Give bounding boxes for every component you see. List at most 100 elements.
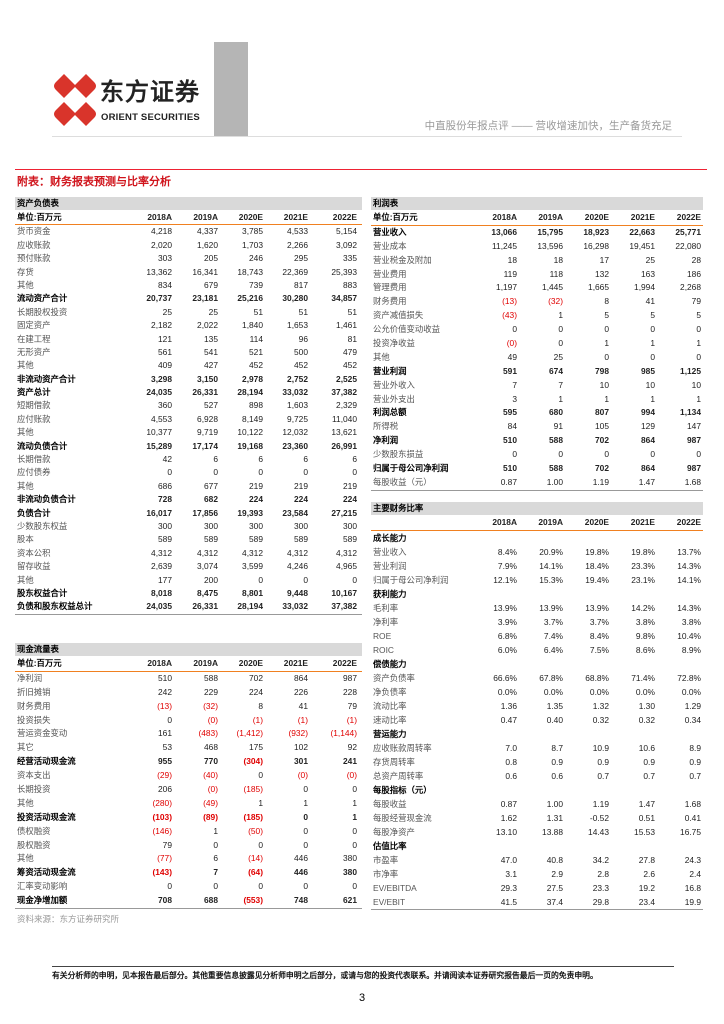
cell-value: 1.68 bbox=[684, 476, 701, 487]
cell-value: 2,022 bbox=[197, 320, 218, 331]
table-row: 货币资金 4,218 4,337 3,785 4,533 5,154 bbox=[15, 225, 362, 238]
cell-value: 452 bbox=[294, 360, 308, 371]
cell-value: 1 bbox=[696, 338, 701, 349]
cell-value: 13.10 bbox=[496, 827, 517, 837]
cell-value: (0) bbox=[506, 338, 517, 349]
cell-value: 1.31 bbox=[546, 813, 563, 823]
table-row: EV/EBITDA 29.3 27.5 23.3 19.2 16.8 bbox=[371, 881, 703, 895]
cell-value: 4,337 bbox=[197, 226, 218, 237]
row-label: 估值比率 bbox=[373, 841, 407, 851]
table-row: 财务费用 (13) (32) 8 41 79 bbox=[371, 295, 703, 309]
cell-value: 3.8% bbox=[635, 617, 655, 627]
cell-value: 33,032 bbox=[282, 387, 308, 398]
table-row: ROE 6.8% 7.4% 8.4% 9.8% 10.4% bbox=[371, 629, 703, 643]
year-header: 2022E bbox=[332, 658, 357, 668]
table-row: 其它 53 468 175 102 92 bbox=[15, 741, 362, 755]
table-row: 负债和股东权益总计 24,035 26,331 28,194 33,032 37,382 bbox=[15, 600, 362, 615]
row-label: 负债合计 bbox=[17, 507, 51, 518]
cell-value: 4,965 bbox=[336, 561, 357, 572]
cell-value: 1.29 bbox=[684, 701, 701, 711]
cell-value: 300 bbox=[343, 520, 357, 531]
row-label: 营业外收入 bbox=[373, 379, 415, 390]
cell-value: 0 bbox=[558, 338, 563, 349]
cell-value: 10.9 bbox=[592, 743, 609, 753]
cell-value: 0 bbox=[650, 351, 655, 362]
cell-value: 92 bbox=[347, 742, 357, 753]
cell-value: 132 bbox=[595, 268, 609, 279]
table-row: 债权融资 (146) 1 (50) 0 0 bbox=[15, 825, 362, 839]
cell-value: 8,018 bbox=[151, 587, 172, 598]
cell-value: 295 bbox=[294, 253, 308, 264]
year-header: 2019A bbox=[538, 212, 563, 222]
cell-value: 2,329 bbox=[336, 400, 357, 411]
cell-value: 13.9% bbox=[493, 603, 517, 613]
row-label: 财务费用 bbox=[373, 296, 407, 307]
row-label: 留存收益 bbox=[17, 561, 51, 572]
row-label: 股东权益合计 bbox=[17, 587, 68, 598]
logo-text-cn: 东方证券 bbox=[100, 79, 200, 106]
table-row: 毛利率 13.9% 13.9% 13.9% 14.2% 14.3% bbox=[371, 601, 703, 615]
table-row: 资产减值损失 (43) 1 5 5 5 bbox=[371, 309, 703, 323]
cell-value: 898 bbox=[249, 400, 263, 411]
cell-value: (1,412) bbox=[236, 728, 263, 739]
year-header: 2021E bbox=[283, 212, 308, 222]
cell-value: 53 bbox=[162, 742, 172, 753]
year-header: 2022E bbox=[676, 212, 701, 222]
cell-value: 0 bbox=[352, 467, 357, 478]
table-row: 净利率 3.9% 3.7% 3.7% 3.8% 3.8% bbox=[371, 615, 703, 629]
cell-value: 13.9% bbox=[539, 603, 563, 613]
row-label: 资产减值损失 bbox=[373, 310, 424, 321]
cell-value: 0 bbox=[352, 881, 357, 892]
cell-value: 14.3% bbox=[677, 603, 701, 613]
row-label: 少数股东权益 bbox=[17, 520, 68, 531]
cell-value: 42 bbox=[162, 454, 172, 465]
table-row: 营业成本 11,245 13,596 16,298 19,451 22,080 bbox=[371, 240, 703, 254]
cell-value: 817 bbox=[294, 279, 308, 290]
cell-value: 81 bbox=[347, 333, 357, 344]
year-header: 2018A bbox=[147, 658, 172, 668]
cell-value: 3,785 bbox=[242, 226, 263, 237]
cell-value: 161 bbox=[158, 728, 172, 739]
cell-value: 452 bbox=[249, 360, 263, 371]
cell-value: 985 bbox=[641, 365, 655, 376]
row-label: 成长能力 bbox=[373, 533, 407, 543]
table-row: 少数股东权益 300 300 300 300 300 bbox=[15, 520, 362, 533]
row-label: 获利能力 bbox=[373, 589, 407, 599]
cell-value: 1,603 bbox=[287, 400, 308, 411]
cell-value: 22,080 bbox=[675, 240, 701, 251]
cell-value: 224 bbox=[343, 494, 357, 505]
cell-value: 219 bbox=[343, 480, 357, 491]
cell-value: 11,040 bbox=[332, 413, 357, 424]
cell-value: 163 bbox=[641, 268, 655, 279]
cell-value: 0 bbox=[512, 324, 517, 335]
cell-value: 380 bbox=[343, 853, 357, 864]
cell-value: 200 bbox=[204, 574, 218, 585]
cell-value: 0.0% bbox=[635, 687, 655, 697]
cell-value: 2,639 bbox=[151, 561, 172, 572]
cell-value: 1 bbox=[604, 338, 609, 349]
table-row: 其他 834 679 739 817 883 bbox=[15, 279, 362, 292]
appendix-title: 附表：财务报表预测与比率分析 bbox=[17, 176, 171, 188]
cell-value: 0 bbox=[258, 881, 263, 892]
row-label: 公允价值变动收益 bbox=[373, 324, 440, 335]
cell-value: 0.0% bbox=[543, 687, 563, 697]
cell-value: 4,312 bbox=[197, 547, 218, 558]
row-label: 投资活动现金流 bbox=[17, 811, 76, 822]
cell-value: 0 bbox=[352, 825, 357, 836]
cell-value: 119 bbox=[503, 268, 517, 279]
cell-value: 4,312 bbox=[287, 547, 308, 558]
table-row: 营业税金及附加 18 18 17 25 28 bbox=[371, 254, 703, 268]
row-label: 存货 bbox=[17, 266, 34, 277]
cell-value: 6 bbox=[303, 454, 308, 465]
cell-value: 79 bbox=[162, 839, 172, 850]
row-label: 所得税 bbox=[373, 421, 399, 432]
cell-value: 0.9 bbox=[597, 757, 609, 767]
cell-value: 23,360 bbox=[282, 440, 308, 451]
cell-value: 24,035 bbox=[146, 601, 172, 612]
cell-value: 9.8% bbox=[635, 631, 655, 641]
cell-value: 114 bbox=[249, 333, 263, 344]
cell-value: 0 bbox=[258, 574, 263, 585]
table-header-row: 单位:百万元 2018A 2019A 2020E 2021E 2022E bbox=[371, 210, 703, 226]
cell-value: 10,167 bbox=[331, 587, 357, 598]
cell-value: 206 bbox=[158, 784, 172, 795]
